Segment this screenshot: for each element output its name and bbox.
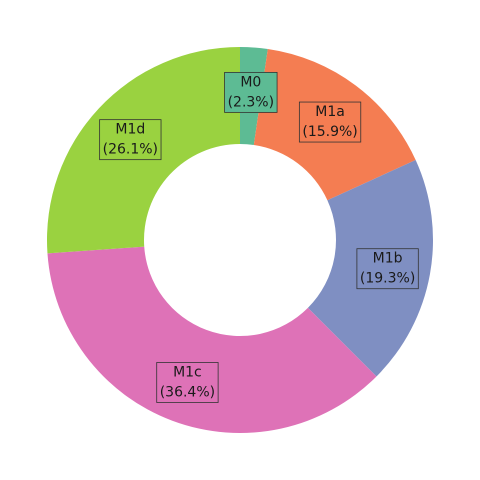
slice-label-m1b: M1b (19.3%): [356, 248, 419, 290]
slice-label-percent: (26.1%): [103, 142, 158, 158]
slice-label-box: [156, 362, 219, 403]
slice-label-m0: M0 (2.3%): [224, 71, 278, 113]
slice-label-m1d: M1d (26.1%): [99, 119, 162, 161]
slice-label-percent: (36.4%): [160, 384, 215, 400]
slice-label-percent: (2.3%): [228, 94, 275, 110]
slice-label-box: [356, 248, 419, 290]
slice-label-percent: (15.9%): [302, 124, 357, 140]
slice-label-box: [298, 101, 362, 143]
slice-label-name: M0: [240, 74, 261, 90]
slice-label-m1c: M1c (36.4%): [156, 362, 219, 403]
slice-m1c: [47, 246, 377, 434]
slice-label-percent: (19.3%): [360, 271, 415, 287]
slice-label-name: M1b: [373, 251, 403, 267]
slice-label-box: [99, 119, 162, 161]
slice-label-name: M1d: [115, 122, 145, 138]
labels-layer: M0(2.3%)M1a(15.9%)M1b(19.3%)M1c(36.4%)M1…: [99, 71, 419, 403]
slice-label-m1a: M1a (15.9%): [298, 101, 362, 143]
slice-label-name: M1a: [315, 104, 345, 120]
slice-label-box: [224, 71, 278, 113]
slice-label-name: M1c: [173, 364, 202, 380]
